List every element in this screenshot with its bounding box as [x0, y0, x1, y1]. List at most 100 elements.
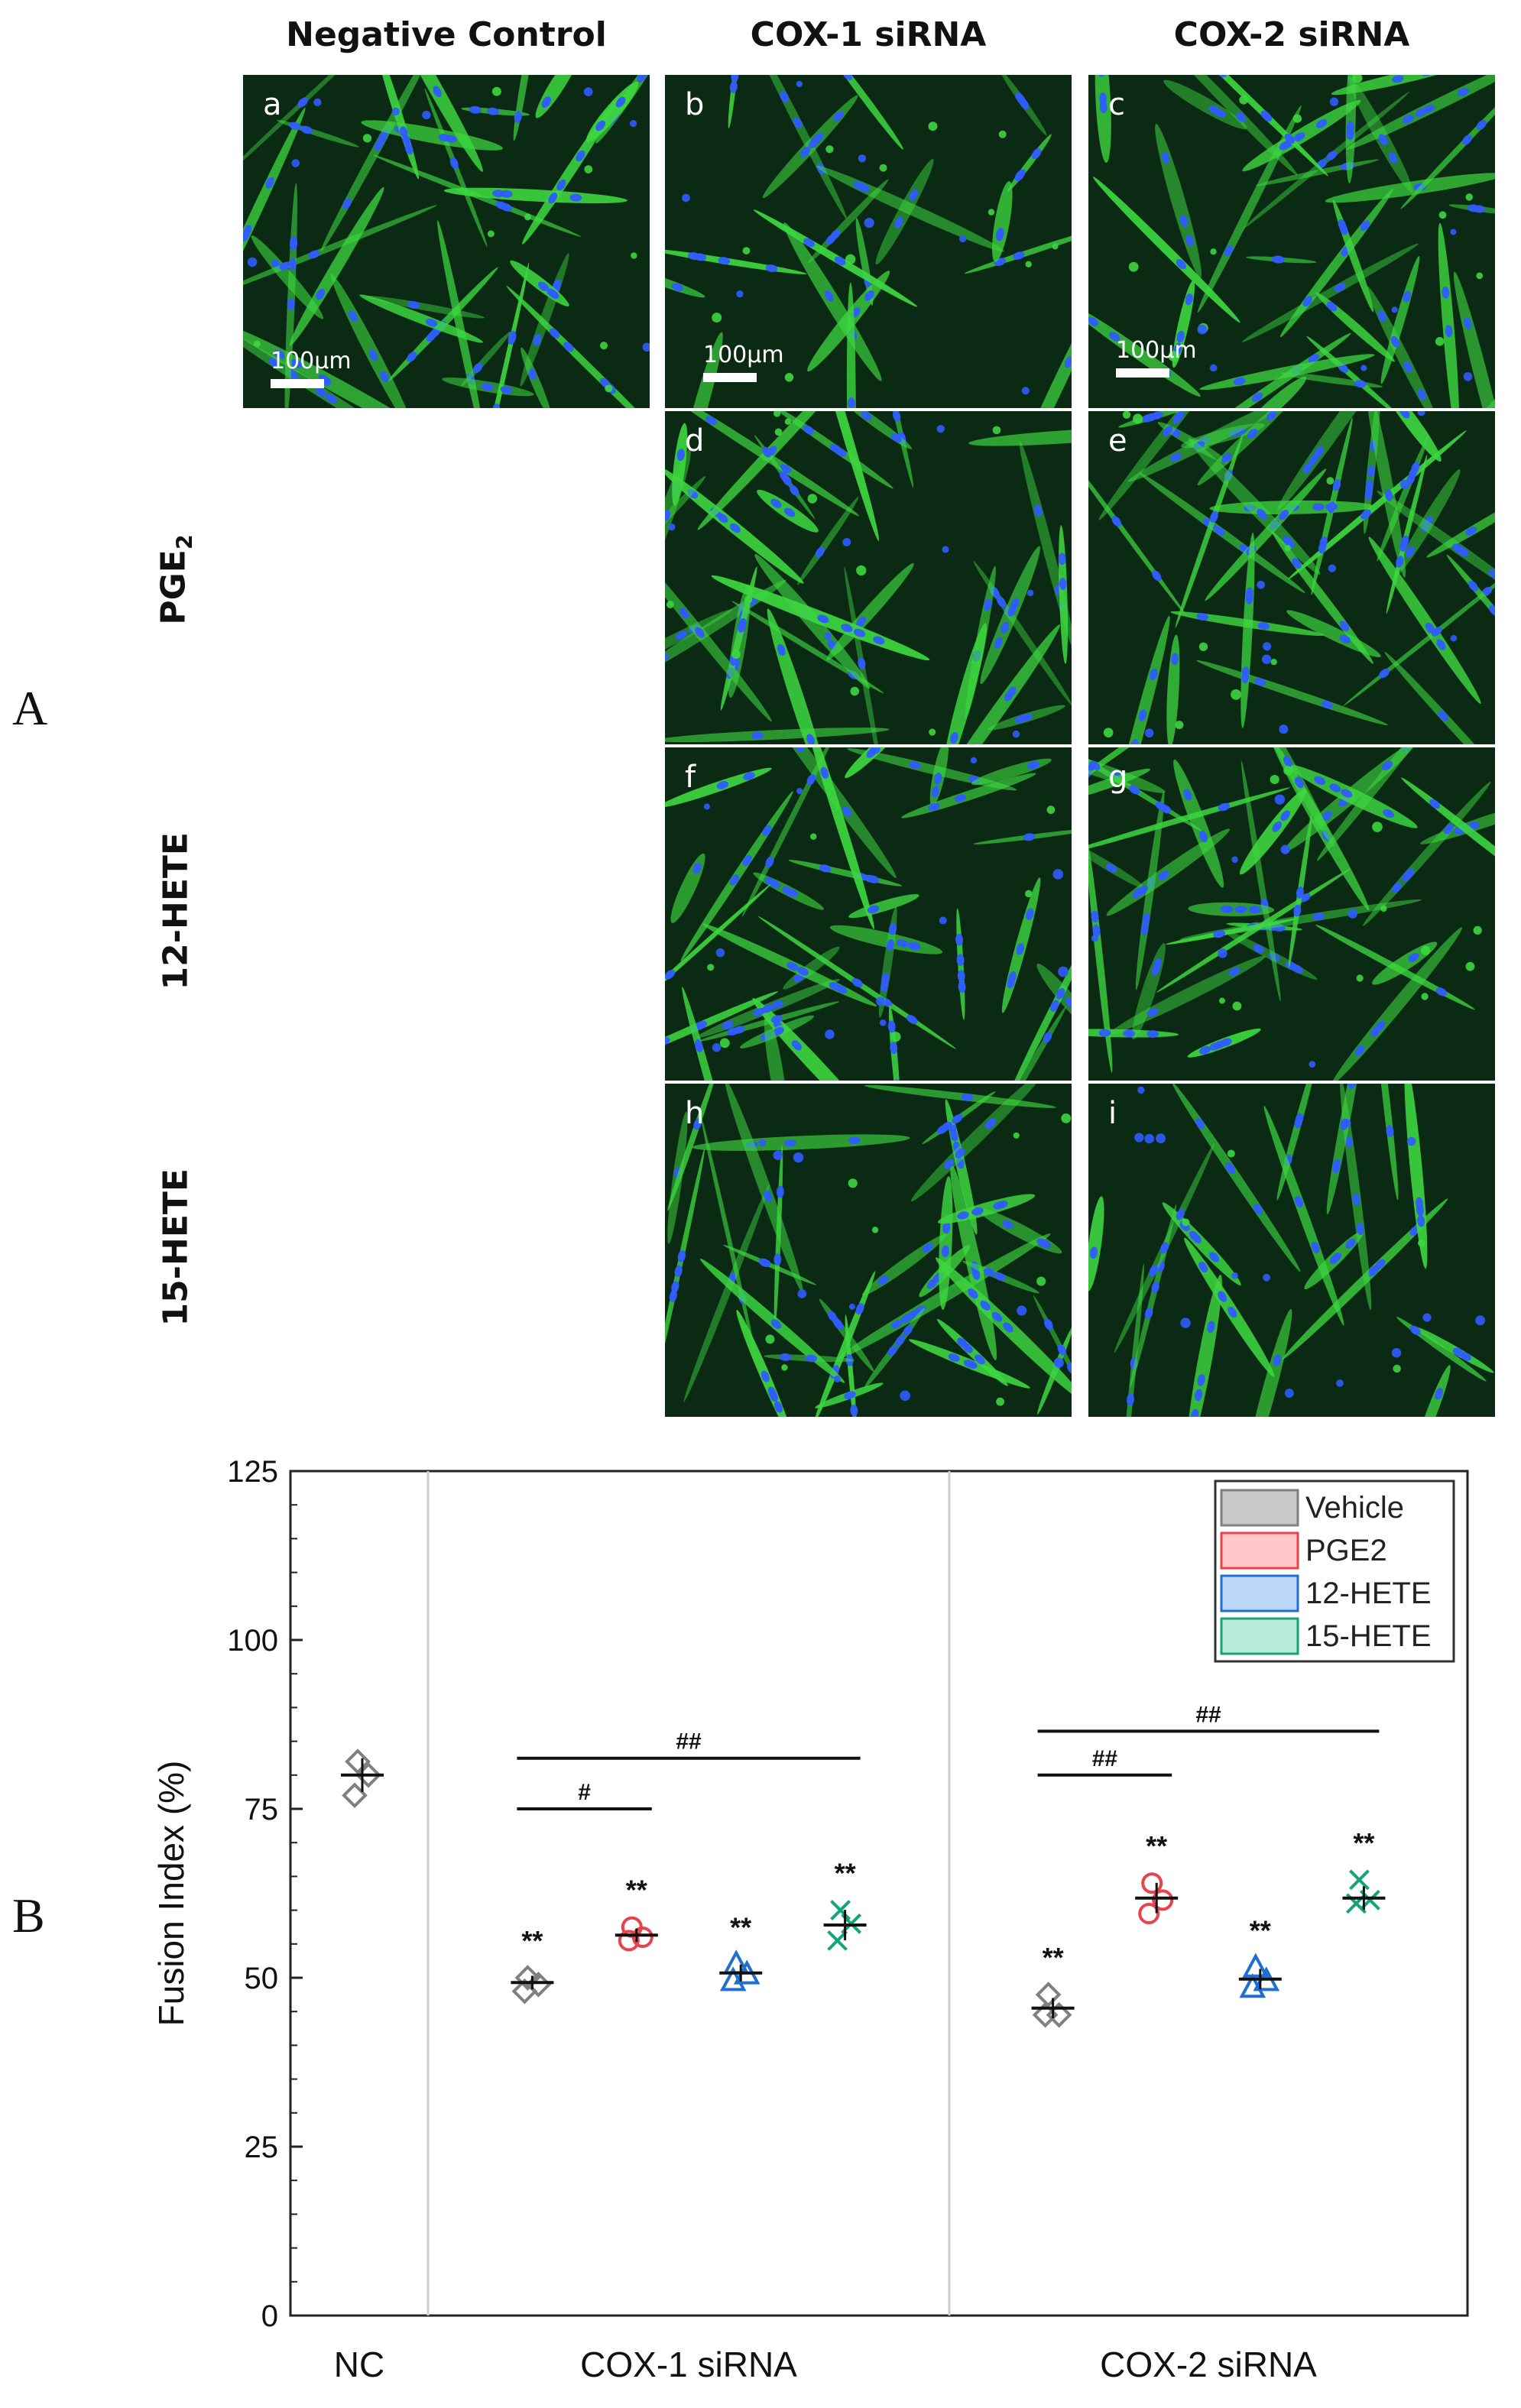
micrograph-f: f — [663, 746, 1073, 1082]
micrograph-d: d — [663, 410, 1073, 746]
row-label-pge2: PGE2 — [154, 526, 198, 633]
y-tick-label: 0 — [261, 2299, 278, 2333]
scale-line-a — [271, 379, 324, 388]
data-point — [631, 1926, 653, 1948]
micrograph-h: h — [663, 1082, 1073, 1418]
legend-swatch — [1220, 1574, 1299, 1612]
data-point — [345, 1748, 371, 1774]
data-point — [618, 1930, 640, 1952]
plot-frame — [289, 1470, 1469, 2317]
micrograph-letter-d: d — [685, 423, 705, 459]
micrograph-a-image — [243, 75, 650, 408]
data-point — [514, 1965, 541, 1991]
column-header-cox2-sirna: COX-2 siRNA — [1173, 15, 1410, 54]
series-nc-vehicle — [341, 1748, 384, 1809]
comparison-label: ## — [676, 1729, 702, 1755]
legend-label: PGE2 — [1305, 1534, 1387, 1567]
micrograph-b: b 100µm — [663, 73, 1073, 410]
micrograph-i: i — [1087, 1082, 1497, 1418]
scale-bar-b: 100µm — [703, 342, 784, 382]
series-cox-2-sirna-12-hete: ** — [1238, 1915, 1282, 1998]
legend-label: 12-HETE — [1305, 1577, 1432, 1610]
series-cox-2-sirna-15-hete: ** — [1342, 1827, 1386, 1914]
micrograph-letter-a: a — [263, 87, 282, 122]
data-point — [1152, 1889, 1174, 1911]
data-point — [1242, 1953, 1270, 1978]
series-cox-1-sirna-vehicle: ** — [511, 1925, 554, 2005]
column-header-cox1-sirna: COX-1 siRNA — [750, 15, 987, 54]
micrograph-e-image — [1088, 411, 1495, 744]
significance-label: ** — [1146, 1830, 1167, 1862]
x-group-label: COX-2 siRNA — [1100, 2345, 1317, 2384]
micrograph-f-image — [665, 747, 1072, 1081]
y-tick-label: 125 — [227, 1455, 278, 1489]
micrograph-b-image — [665, 75, 1072, 408]
y-axis-label: Fusion Index (%) — [151, 1761, 191, 2027]
micrograph-g: g — [1087, 746, 1497, 1082]
y-tick-label: 50 — [245, 1962, 279, 1995]
legend-label: Vehicle — [1305, 1491, 1404, 1525]
comparison-label: ## — [1092, 1746, 1118, 1771]
x-group-label: NC — [334, 2345, 384, 2384]
legend-label: 15-HETE — [1305, 1619, 1432, 1653]
micrograph-c-image — [1088, 75, 1495, 408]
series-cox-1-sirna-12-hete: ** — [719, 1911, 763, 1992]
scale-line-b — [703, 373, 757, 382]
micrograph-h-image — [665, 1084, 1072, 1417]
data-point — [719, 1966, 747, 1992]
series-cox-1-sirna-pge2: ** — [615, 1875, 658, 1952]
significance-label: ** — [730, 1911, 751, 1943]
row-label-pge2-main: PGE — [154, 549, 193, 625]
y-tick-label: 25 — [245, 2131, 279, 2164]
x-group-label: COX-1 siRNA — [580, 2345, 797, 2384]
significance-label: ** — [626, 1875, 647, 1906]
data-point — [830, 1900, 851, 1921]
comparison-label: # — [578, 1780, 591, 1805]
fusion-index-chart: 0 25 50 75 100 125 Fusion Index (%) NC COX-1 siR… — [151, 1455, 1469, 2384]
scale-bar-c: 100µm — [1116, 337, 1197, 378]
significance-label: ** — [1250, 1915, 1271, 1946]
legend-swatch — [1220, 1617, 1299, 1655]
micrograph-letter-i: i — [1108, 1096, 1117, 1131]
data-point — [1239, 1973, 1266, 1998]
micrograph-d-image — [665, 411, 1072, 744]
row-label-12-hete: 12-HETE — [156, 832, 196, 990]
micrograph-letter-f: f — [685, 760, 696, 795]
comparison-label: ## — [1195, 1702, 1221, 1727]
row-label-pge2-sub: 2 — [171, 534, 198, 550]
series-cox-2-sirna-vehicle: ** — [1031, 1942, 1075, 2028]
scale-label-a: 100µm — [271, 348, 352, 374]
data-point — [1035, 1982, 1062, 2008]
significance-label: ** — [835, 1858, 856, 1889]
significance-label: ** — [521, 1925, 543, 1956]
scale-label-b: 100µm — [703, 342, 784, 368]
data-point — [827, 1930, 848, 1951]
significance-label: ** — [1043, 1942, 1064, 1973]
micrograph-a: a 100µm — [242, 73, 651, 410]
scale-bar-a: 100µm — [271, 348, 352, 388]
scale-label-c: 100µm — [1116, 337, 1197, 364]
data-point — [1348, 1869, 1370, 1891]
column-header-negative-control: Negative Control — [286, 15, 607, 54]
panel-label-b: B — [12, 1888, 45, 1943]
legend-swatch — [1220, 1489, 1299, 1527]
micrograph-i-image — [1088, 1084, 1495, 1417]
row-label-15-hete: 15-HETE — [156, 1168, 196, 1327]
micrograph-letter-b: b — [685, 87, 705, 122]
micrograph-c: c 100µm — [1087, 73, 1497, 410]
data-point — [1138, 1903, 1160, 1925]
series-cox-2-sirna-pge2: ** — [1135, 1830, 1179, 1925]
micrograph-g-image — [1088, 747, 1495, 1081]
micrograph-letter-h: h — [685, 1096, 705, 1131]
legend-swatch — [1220, 1531, 1299, 1570]
scale-line-c — [1116, 368, 1169, 378]
series-cox-1-sirna-15-hete: ** — [823, 1858, 867, 1951]
data-point — [1141, 1872, 1163, 1894]
panel-label-a: A — [12, 681, 48, 735]
y-tick-label: 75 — [245, 1793, 279, 1826]
micrograph-letter-c: c — [1108, 87, 1125, 122]
y-tick-label: 100 — [227, 1624, 278, 1658]
micrograph-e: e — [1087, 410, 1497, 746]
significance-label: ** — [1353, 1827, 1374, 1859]
micrograph-letter-e: e — [1108, 423, 1127, 459]
